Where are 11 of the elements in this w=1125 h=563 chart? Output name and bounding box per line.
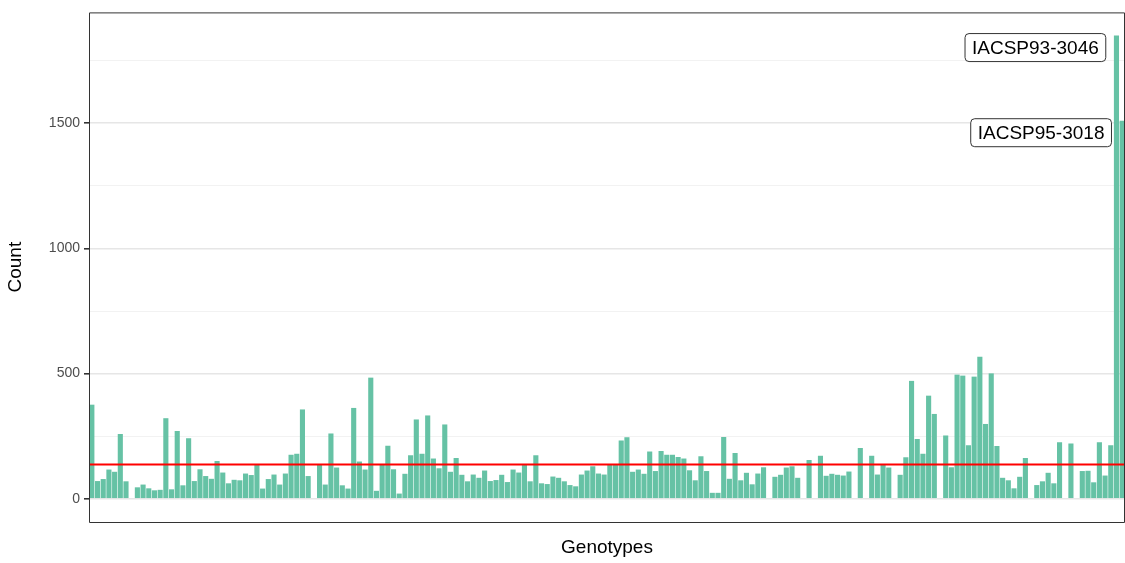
bar <box>857 448 863 499</box>
annotation: IACSP93-3046 <box>972 36 1099 58</box>
x-axis-title: Genotypes <box>561 535 653 557</box>
y-tick-label: 500 <box>56 364 81 381</box>
y-tick-label: 0 <box>72 489 81 506</box>
bar <box>806 460 812 499</box>
y-tick-label: 1500 <box>48 114 81 131</box>
y-tick-label: 1000 <box>48 239 81 256</box>
y-axis-title: Count <box>3 241 25 293</box>
bar <box>1068 443 1074 499</box>
annotation: IACSP95-3018 <box>977 121 1105 143</box>
